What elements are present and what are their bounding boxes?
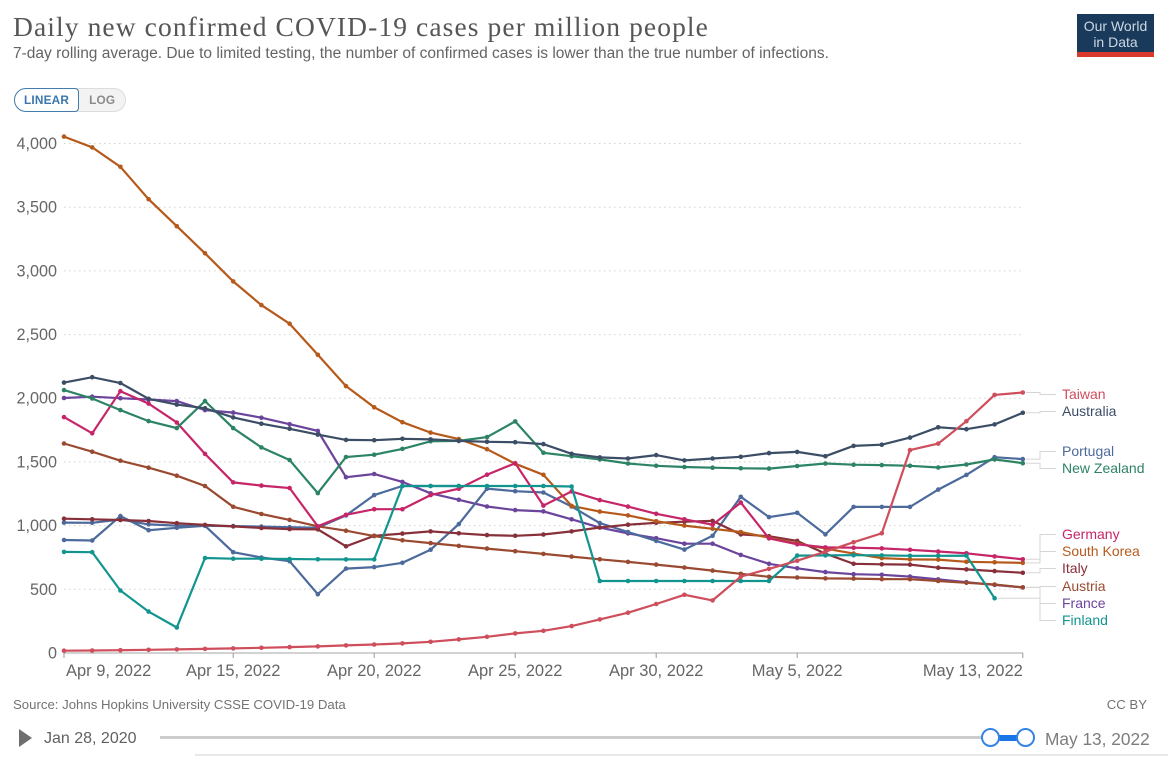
svg-text:0: 0 (48, 645, 57, 663)
svg-text:New Zealand: New Zealand (1062, 460, 1145, 476)
svg-text:May 13, 2022: May 13, 2022 (923, 662, 1023, 680)
svg-text:1,000: 1,000 (16, 517, 57, 535)
svg-text:Taiwan: Taiwan (1062, 386, 1106, 402)
svg-text:2,000: 2,000 (16, 390, 57, 408)
svg-text:Finland: Finland (1062, 612, 1108, 628)
svg-text:Apr 9, 2022: Apr 9, 2022 (66, 662, 151, 680)
svg-text:2,500: 2,500 (16, 326, 57, 344)
svg-text:Portugal: Portugal (1062, 443, 1114, 459)
svg-text:Italy: Italy (1062, 560, 1088, 576)
svg-text:3,000: 3,000 (16, 262, 57, 280)
svg-text:4,000: 4,000 (16, 135, 57, 153)
svg-text:Apr 25, 2022: Apr 25, 2022 (468, 662, 563, 680)
svg-text:Australia: Australia (1062, 403, 1117, 419)
svg-text:500: 500 (30, 581, 57, 599)
svg-text:3,500: 3,500 (16, 199, 57, 217)
svg-text:Austria: Austria (1062, 578, 1106, 594)
svg-text:1,500: 1,500 (16, 453, 57, 471)
svg-text:May 5, 2022: May 5, 2022 (752, 662, 843, 680)
svg-text:South Korea: South Korea (1062, 543, 1140, 559)
svg-text:Germany: Germany (1062, 526, 1120, 542)
svg-text:France: France (1062, 595, 1106, 611)
svg-text:Apr 30, 2022: Apr 30, 2022 (609, 662, 704, 680)
svg-text:Apr 15, 2022: Apr 15, 2022 (186, 662, 281, 680)
svg-text:Apr 20, 2022: Apr 20, 2022 (327, 662, 422, 680)
